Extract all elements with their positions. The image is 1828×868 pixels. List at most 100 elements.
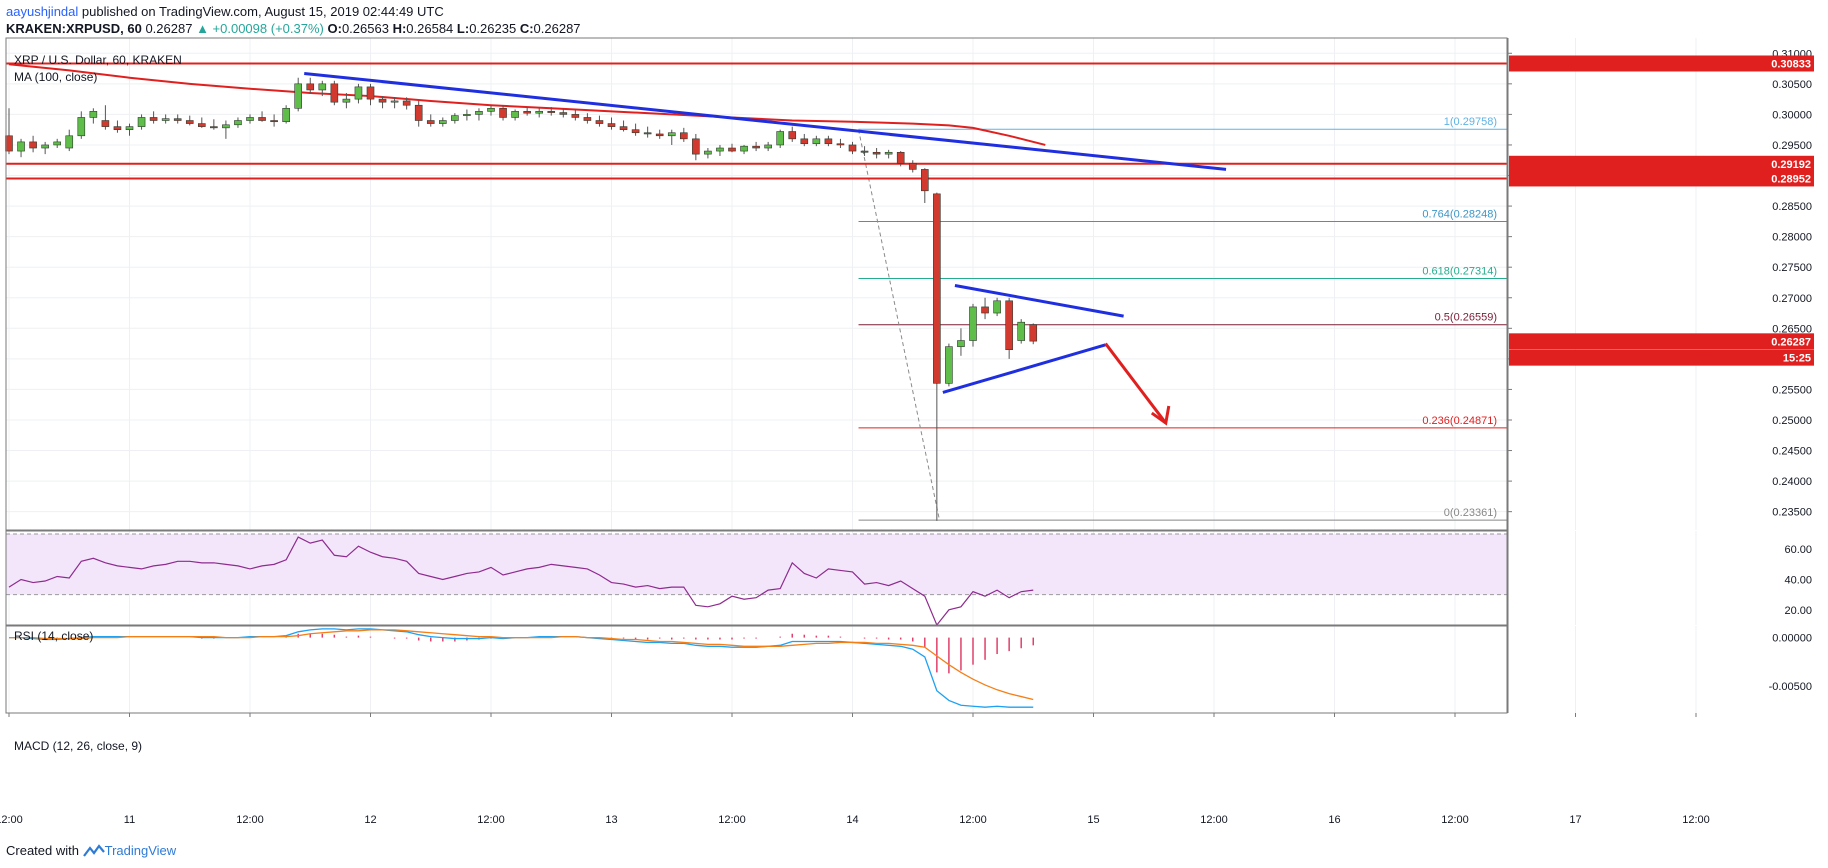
candle-body [607, 123, 616, 127]
time-tick-label: 13 [605, 814, 617, 826]
candle-body [535, 111, 544, 114]
price-tick-label: 0.26500 [1772, 323, 1812, 335]
price-tag-label: 0.30833 [1771, 58, 1811, 70]
candle-body [173, 118, 182, 121]
tradingview-link[interactable]: TradingView [104, 843, 177, 858]
pane-border [5, 625, 1508, 714]
created-with-label: Created with [6, 843, 79, 858]
candle-body [499, 107, 507, 118]
candle-body [125, 126, 134, 130]
candle-body [800, 138, 809, 145]
price-change: ▲ +0.00098 (+0.37%) [196, 21, 324, 36]
price-tag-label: 0.26287 [1771, 336, 1811, 348]
fib-level-label: 1(0.29758) [1444, 116, 1497, 128]
close-value: 0.26287 [533, 21, 581, 36]
price-tag-label: 0.28952 [1771, 173, 1811, 185]
chart-title: XRP / U.S. Dollar, 60, KRAKEN [14, 53, 182, 67]
price-tick-label: 0.24500 [1772, 446, 1812, 458]
fib-level-label: 0.236(0.24871) [1422, 415, 1497, 427]
price-tick-label: 0.25000 [1772, 415, 1812, 427]
price-tick-label: 0.30500 [1772, 79, 1812, 91]
signal-line [9, 629, 1034, 701]
macd-pane [9, 628, 1034, 708]
candle-body [655, 133, 664, 137]
candle-body [523, 111, 531, 114]
author-link[interactable]: aayushjindal [6, 4, 79, 19]
candle-body [185, 120, 194, 124]
bearish-arrow-shaft [1104, 342, 1167, 424]
candle-body [957, 340, 965, 347]
candle-body [222, 124, 230, 129]
candle-body [848, 144, 857, 152]
rsi-tick-label: 20.00 [1784, 605, 1812, 617]
candle-body [270, 120, 278, 123]
fib-level-label: 0(0.23361) [1444, 507, 1497, 519]
footer: Created with TradingView [6, 843, 176, 858]
candle-body [342, 98, 351, 103]
price-tag-bg [1509, 170, 1814, 187]
ohlc-bar: KRAKEN:XRPUSD, 60 0.26287 ▲ +0.00098 (+0… [6, 21, 581, 36]
candle-body [366, 86, 375, 100]
candle-body [137, 117, 146, 127]
candle-body [559, 112, 568, 115]
candle-body [77, 117, 86, 137]
candle-body [1029, 324, 1038, 342]
ma100-polyline [8, 63, 1046, 146]
candle-body [1005, 300, 1013, 351]
candle-body [884, 151, 893, 155]
symbol-label[interactable]: KRAKEN:XRPUSD, 60 [6, 21, 142, 36]
candle-body [101, 120, 110, 127]
candle-body [993, 300, 1001, 314]
candle-body [969, 306, 977, 341]
candle-body [246, 117, 254, 121]
time-tick-label: 12:00 [959, 814, 987, 826]
candle-body [619, 126, 628, 130]
price-tick-label: 0.24000 [1772, 476, 1812, 488]
price-tag-bg [1509, 155, 1814, 172]
time-tick-label: 11 [124, 814, 135, 826]
tradingview-logo-icon [82, 844, 105, 857]
pane-border [5, 37, 1508, 531]
candle-body [414, 104, 423, 121]
candle-body [234, 120, 242, 126]
low-value: 0.26235 [469, 21, 517, 36]
time-tick-label: 12:00 [1441, 814, 1469, 826]
candle-body [860, 150, 869, 153]
candle-body [920, 169, 929, 192]
candle-body [547, 111, 556, 113]
candle-body [378, 98, 387, 103]
price-tag-label: 15:25 [1783, 353, 1811, 365]
candle-body [5, 135, 13, 152]
time-tick-label: 12:00 [1682, 814, 1710, 826]
price-tick-label: 0.28000 [1772, 232, 1812, 244]
time-tick-label: 16 [1328, 814, 1340, 826]
candle-body [475, 111, 483, 115]
candle-body [17, 141, 25, 152]
candle-body [788, 131, 797, 140]
price-tick-label: 0.23500 [1772, 507, 1812, 519]
price-tick-label: 0.27000 [1772, 293, 1812, 305]
rsi-label: RSI (14, close) [14, 629, 93, 643]
open-label: O: [327, 21, 342, 36]
candle-body [571, 114, 580, 118]
fib-level-label: 0.618(0.27314) [1422, 266, 1497, 278]
candle-body [667, 132, 676, 137]
publish-info: published on TradingView.com, August 15,… [78, 4, 444, 19]
candle-body [294, 83, 303, 109]
macd-tick-label: 0.00000 [1772, 633, 1812, 645]
open-value: 0.26563 [341, 21, 389, 36]
candle-body [149, 117, 158, 121]
candle-body [872, 151, 881, 155]
bearish-arrow-head [1150, 405, 1171, 426]
time-tick-label: 12:00 [477, 814, 505, 826]
candle-body [945, 346, 953, 384]
candle-body [643, 132, 652, 135]
trendlines [304, 71, 1227, 426]
time-tick-label: 12:00 [1200, 814, 1228, 826]
candle-body [1017, 321, 1026, 341]
horizontal-levels [6, 62, 1507, 180]
macd-tick-label: -0.00500 [1769, 681, 1812, 693]
candle-body [198, 123, 206, 127]
price-tag-label: 0.29192 [1771, 159, 1811, 171]
